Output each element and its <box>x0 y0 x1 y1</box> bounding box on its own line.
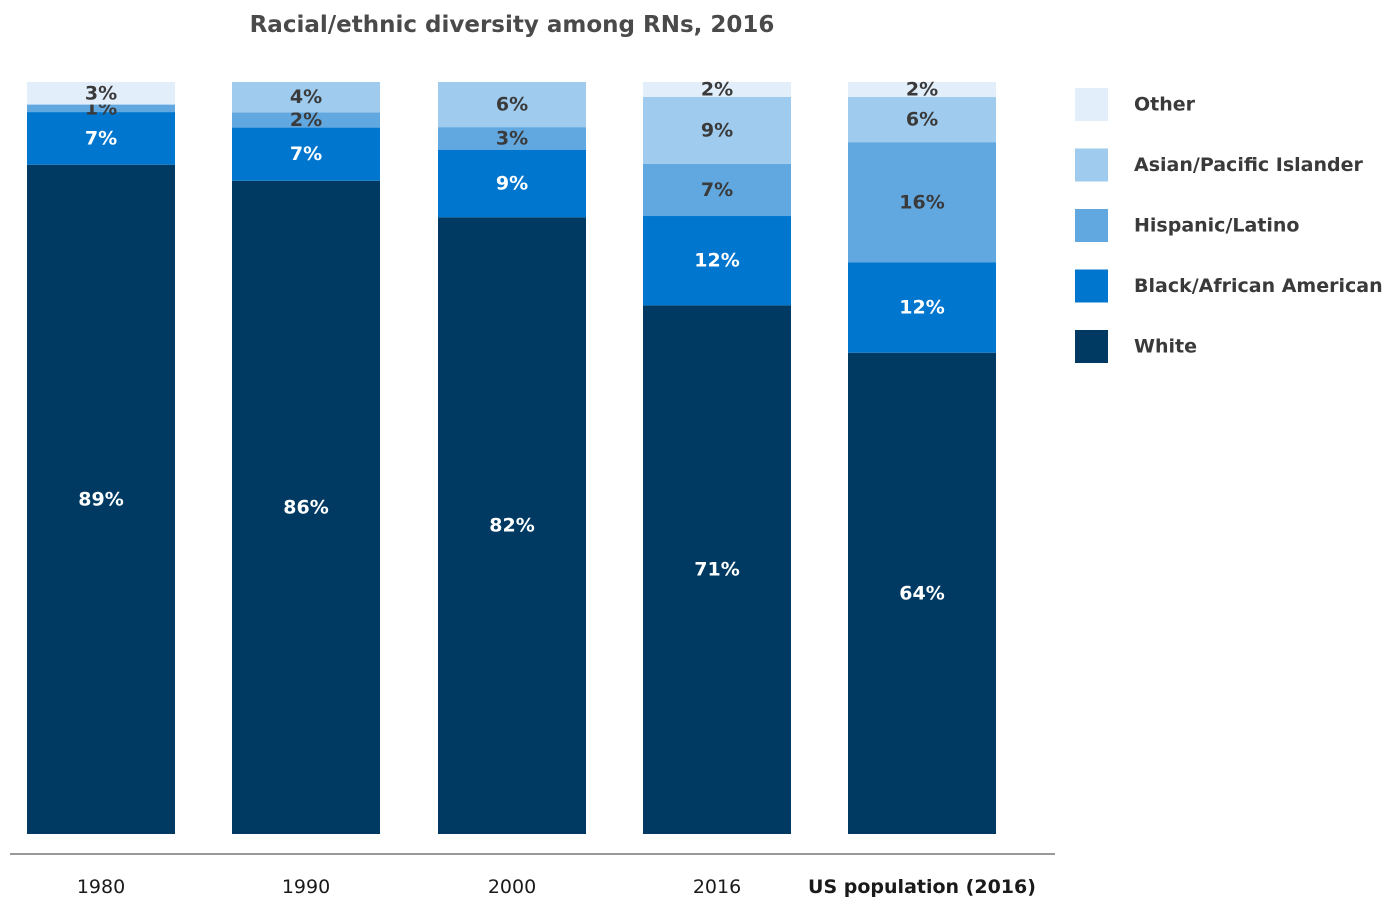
bar-segment-2000-black-african-american <box>438 149 586 218</box>
bar-segment-1990-hispanic-latino <box>232 112 380 128</box>
bar-segment-us-population-2016-black-african-american <box>848 262 996 353</box>
legend-swatch-asian-pacific-islander <box>1075 148 1108 182</box>
bar-segment-1980-black-african-american <box>27 112 175 165</box>
bar-segment-1980-hispanic-latino <box>27 104 175 113</box>
legend-label-other: Other <box>1134 94 1196 116</box>
legend-label-hispanic-latino: Hispanic/Latino <box>1134 215 1300 237</box>
data-label-1990-black-african-american: 7% <box>290 143 322 165</box>
bar-segment-2000-asian-pacific-islander <box>438 82 586 128</box>
legend-swatch-black-african-american <box>1075 269 1108 303</box>
bar-segment-1990-black-african-american <box>232 127 380 181</box>
data-label-1980-white: 89% <box>78 488 123 510</box>
data-label-2016-black-african-american: 12% <box>694 250 739 272</box>
data-label-us-population-2016-asian-pacific-islander: 6% <box>906 109 938 131</box>
bar-segment-us-population-2016-other <box>848 82 996 98</box>
data-label-2000-white: 82% <box>489 515 534 537</box>
legend-swatch-other <box>1075 88 1108 121</box>
data-label-us-population-2016-black-african-american: 12% <box>899 297 944 319</box>
data-label-1990-hispanic-latino: 2% <box>290 109 322 131</box>
bar-segment-1980-white <box>27 164 175 835</box>
legend: Other Asian/Pacific Islander Hispanic/Lati… <box>1075 88 1383 363</box>
bar-segment-us-population-2016-hispanic-latino <box>848 142 996 263</box>
bar-segment-us-population-2016-white <box>848 352 996 834</box>
data-label-2016-asian-pacific-islander: 9% <box>701 119 733 141</box>
x-axis-labels: 1980 1990 2000 2016 US population (2016) <box>77 876 1036 898</box>
data-label-2016-hispanic-latino: 7% <box>701 179 733 201</box>
bar-segment-us-population-2016-asian-pacific-islander <box>848 97 996 143</box>
bar-segment-2016-white <box>643 305 791 834</box>
bar-segment-1980-other <box>27 82 175 105</box>
x-tick-label-2016: 2016 <box>693 876 741 898</box>
data-label-us-population-2016-white: 64% <box>899 582 944 604</box>
data-label-1990-white: 86% <box>283 496 328 518</box>
legend-swatch-hispanic-latino <box>1075 209 1108 242</box>
data-label-2000-hispanic-latino: 3% <box>496 127 528 149</box>
bar-segment-2016-other <box>643 82 791 97</box>
data-label-1980-other: 3% <box>85 82 117 104</box>
bar-segment-2016-hispanic-latino <box>643 163 791 217</box>
bar-segment-2016-black-african-american <box>643 216 791 306</box>
chart-title: Racial/ethnic diversity among RNs, 2016 <box>250 12 775 38</box>
bar-segment-1990-asian-pacific-islander <box>232 82 380 113</box>
bar-segment-1990-white <box>232 180 380 834</box>
bars-group: 89%7%1%3%86%7%2%4%82%9%3%6%71%12%7%9%2%6… <box>27 78 996 835</box>
data-label-2000-asian-pacific-islander: 6% <box>496 94 528 116</box>
data-label-us-population-2016-hispanic-latino: 16% <box>899 191 944 213</box>
legend-swatch-white <box>1075 330 1108 363</box>
data-label-2016-other: 2% <box>701 78 733 100</box>
x-tick-label-2000: 2000 <box>488 876 536 898</box>
bar-segment-2016-asian-pacific-islander <box>643 96 791 164</box>
x-tick-label-1990: 1990 <box>282 876 330 898</box>
legend-label-asian-pacific-islander: Asian/Pacific Islander <box>1134 154 1364 176</box>
bar-segment-2000-hispanic-latino <box>438 127 586 150</box>
data-label-1980-black-african-american: 7% <box>85 127 117 149</box>
data-label-1990-asian-pacific-islander: 4% <box>290 86 322 108</box>
legend-label-black-african-american: Black/African American <box>1134 275 1383 297</box>
data-label-2000-black-african-american: 9% <box>496 173 528 195</box>
data-label-us-population-2016-other: 2% <box>906 79 938 101</box>
data-label-2016-white: 71% <box>694 559 739 581</box>
x-tick-label-us-population-2016: US population (2016) <box>808 876 1036 898</box>
bar-segment-2000-white <box>438 217 586 835</box>
x-tick-label-1980: 1980 <box>77 876 125 898</box>
legend-label-white: White <box>1134 336 1197 358</box>
